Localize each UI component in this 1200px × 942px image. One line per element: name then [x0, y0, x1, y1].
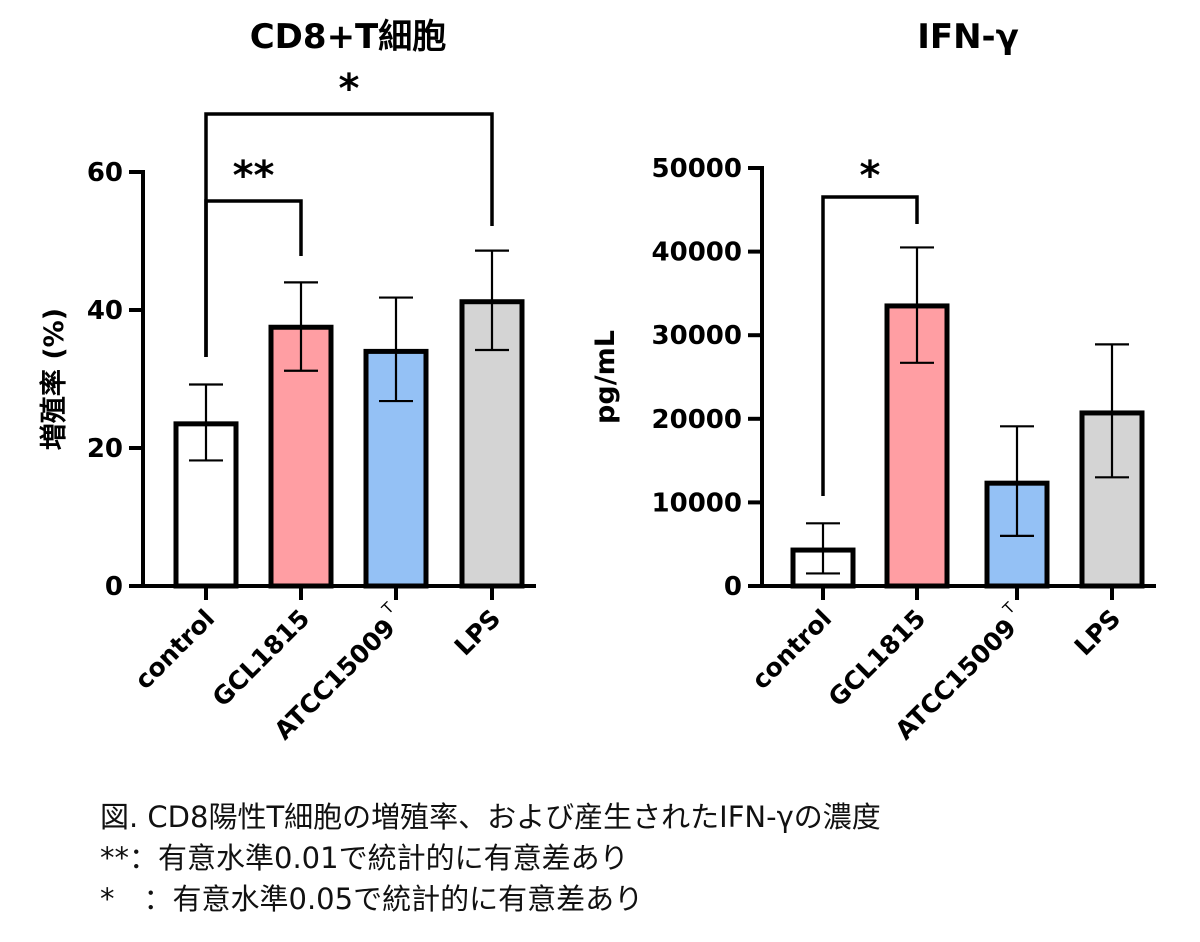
y-tick-label: 40000: [652, 238, 742, 268]
x-tick-label: GCL1815: [823, 604, 931, 712]
y-tick-label: 20: [87, 434, 123, 464]
y-axis-label: pg/mL: [590, 330, 621, 424]
error-bar-lps: [475, 249, 509, 352]
significance-label: *: [339, 66, 360, 112]
y-tick-label: 0: [724, 572, 742, 602]
x-tick-label-superscript: T: [378, 598, 399, 619]
y-axis-label: 増殖率 (%): [38, 308, 70, 450]
error-bar-control: [806, 522, 840, 575]
y-tick-label: 50000: [652, 154, 742, 184]
bar-lps: [459, 299, 525, 589]
bracket-line: [821, 195, 919, 496]
error-bar-gcl1815: [284, 281, 318, 372]
caption-line-double-star: **：有意水準0.01で統計的に有意差あり: [100, 841, 629, 875]
y-tick-label: 0: [105, 572, 123, 602]
caption-line-single-star: * ：有意水準0.05で統計的に有意差あり: [100, 882, 644, 916]
caption-line-title: 図. CD8陽性T細胞の増殖率、および産生されたIFN-γの濃度: [100, 800, 881, 834]
y-tick-label: 20000: [652, 405, 742, 435]
error-bar-gcl1815: [900, 246, 934, 364]
chart-title: IFN-γ: [917, 17, 1019, 57]
error-bar-atcc15009: [1000, 425, 1034, 537]
x-tick-label-superscript: T: [999, 598, 1020, 619]
error-bar-control: [189, 383, 223, 462]
significance-label: **: [233, 153, 275, 199]
x-tick-label: LPS: [449, 604, 506, 661]
x-tick-label: control: [129, 604, 220, 695]
significance-bracket: *: [821, 153, 919, 496]
y-tick-label: 40: [87, 296, 123, 326]
significance-bracket: *: [204, 66, 494, 357]
y-tick-label: 10000: [652, 488, 742, 518]
x-tick-label: control: [746, 604, 837, 695]
error-bar-lps: [1095, 343, 1129, 479]
y-tick-label: 60: [87, 158, 123, 188]
bracket-line: [204, 112, 494, 357]
caption: 図. CD8陽性T細胞の増殖率、および産生されたIFN-γの濃度 **：有意水準…: [100, 797, 1180, 920]
error-bar-atcc15009: [379, 296, 413, 403]
chart-2: IFN-γ pg/mL 0 10000 20000 30000 40000 50000 cont…: [590, 17, 1156, 745]
y-tick-label: 30000: [652, 321, 742, 351]
chart-title: CD8+T細胞: [250, 17, 447, 57]
significance-label: *: [860, 153, 881, 199]
x-tick-label: LPS: [1069, 604, 1126, 661]
